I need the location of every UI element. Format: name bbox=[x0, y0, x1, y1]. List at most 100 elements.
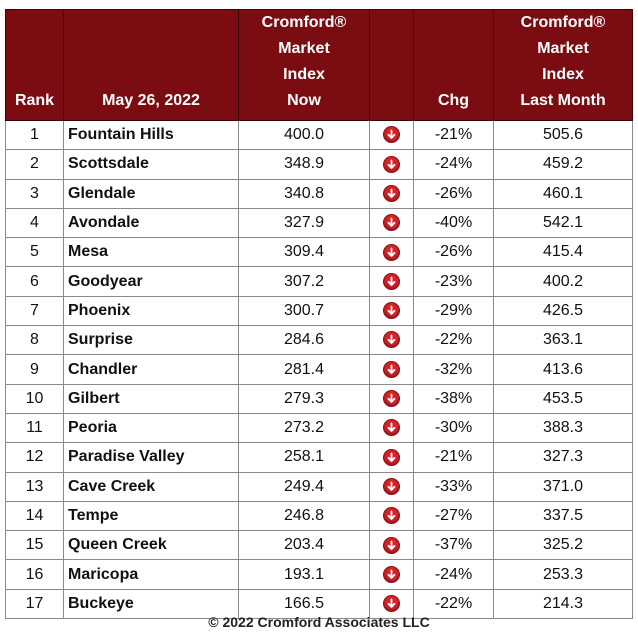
down-arrow-icon bbox=[383, 390, 400, 408]
change-cell: -26% bbox=[413, 178, 494, 209]
down-arrow-icon bbox=[383, 243, 400, 261]
index-last-month-cell: 371.0 bbox=[493, 471, 633, 502]
city-cell: Queen Creek bbox=[63, 530, 239, 561]
header-index-last-line: Market bbox=[537, 40, 589, 57]
city-cell: Surprise bbox=[63, 325, 239, 356]
index-last-month-cell: 542.1 bbox=[493, 207, 633, 239]
table-row: 17 Buckeye 166.5 -22% 214.3 bbox=[5, 588, 633, 620]
index-now-cell: 284.6 bbox=[238, 325, 370, 356]
rank-cell: 15 bbox=[5, 530, 64, 561]
city-cell: Gilbert bbox=[63, 383, 239, 414]
header-index-now-line: Index bbox=[283, 66, 325, 83]
city-cell: Mesa bbox=[63, 237, 239, 268]
down-arrow-icon bbox=[383, 360, 400, 378]
market-index-table-container: Rank May 26, 2022 Cromford® Market Index… bbox=[5, 9, 633, 620]
header-chg: Chg bbox=[413, 9, 494, 121]
rank-cell: 10 bbox=[5, 383, 64, 414]
index-now-cell: 246.8 bbox=[238, 500, 370, 532]
trend-cell bbox=[369, 588, 414, 620]
trend-cell bbox=[369, 237, 414, 268]
index-last-month-cell: 337.5 bbox=[493, 500, 633, 532]
index-now-cell: 300.7 bbox=[238, 295, 370, 327]
city-cell: Glendale bbox=[63, 178, 239, 209]
table-row: 6 Goodyear 307.2 -23% 400.2 bbox=[5, 266, 633, 297]
market-index-table: Rank May 26, 2022 Cromford® Market Index… bbox=[5, 9, 633, 620]
table-row: 1 Fountain Hills 400.0 -21% 505.6 bbox=[5, 119, 633, 151]
header-index-now-line: Cromford® bbox=[261, 14, 347, 31]
change-cell: -26% bbox=[413, 237, 494, 268]
index-last-month-cell: 214.3 bbox=[493, 588, 633, 620]
rank-cell: 13 bbox=[5, 471, 64, 502]
rank-cell: 2 bbox=[5, 149, 64, 180]
down-arrow-icon bbox=[383, 507, 400, 525]
index-last-month-cell: 363.1 bbox=[493, 325, 633, 356]
header-index-last-month: Cromford® Market Index Last Month bbox=[493, 9, 633, 121]
change-cell: -22% bbox=[413, 325, 494, 356]
table-body: 1 Fountain Hills 400.0 -21% 505.6 2 Scottsdale… bbox=[5, 119, 633, 620]
trend-cell bbox=[369, 354, 414, 385]
index-last-month-cell: 426.5 bbox=[493, 295, 633, 327]
index-last-month-cell: 459.2 bbox=[493, 149, 633, 180]
change-cell: -40% bbox=[413, 207, 494, 239]
index-now-cell: 327.9 bbox=[238, 207, 370, 239]
index-last-month-cell: 400.2 bbox=[493, 266, 633, 297]
table-row: 12 Paradise Valley 258.1 -21% 327.3 bbox=[5, 442, 633, 473]
index-now-cell: 193.1 bbox=[238, 559, 370, 590]
table-row: 8 Surprise 284.6 -22% 363.1 bbox=[5, 325, 633, 356]
down-arrow-icon bbox=[383, 331, 400, 349]
change-cell: -21% bbox=[413, 119, 494, 151]
trend-cell bbox=[369, 471, 414, 502]
rank-cell: 17 bbox=[5, 588, 64, 620]
header-index-last-line: Index bbox=[542, 66, 584, 83]
rank-cell: 14 bbox=[5, 500, 64, 532]
index-last-month-cell: 253.3 bbox=[493, 559, 633, 590]
trend-cell bbox=[369, 442, 414, 473]
index-now-cell: 203.4 bbox=[238, 530, 370, 561]
city-cell: Chandler bbox=[63, 354, 239, 385]
rank-cell: 4 bbox=[5, 207, 64, 239]
header-index-now: Cromford® Market Index Now bbox=[238, 9, 370, 121]
copyright-footer: © 2022 Cromford Associates LLC bbox=[208, 614, 430, 630]
trend-cell bbox=[369, 383, 414, 414]
trend-cell bbox=[369, 412, 414, 444]
header-index-now-line: Market bbox=[278, 40, 330, 57]
index-now-cell: 309.4 bbox=[238, 237, 370, 268]
down-arrow-icon bbox=[383, 536, 400, 554]
index-last-month-cell: 327.3 bbox=[493, 442, 633, 473]
index-last-month-cell: 460.1 bbox=[493, 178, 633, 209]
index-last-month-cell: 505.6 bbox=[493, 119, 633, 151]
change-cell: -27% bbox=[413, 500, 494, 532]
table-row: 14 Tempe 246.8 -27% 337.5 bbox=[5, 500, 633, 532]
trend-cell bbox=[369, 178, 414, 209]
down-arrow-icon bbox=[383, 448, 400, 466]
trend-cell bbox=[369, 559, 414, 590]
change-cell: -29% bbox=[413, 295, 494, 327]
index-last-month-cell: 388.3 bbox=[493, 412, 633, 444]
rank-cell: 7 bbox=[5, 295, 64, 327]
down-arrow-icon bbox=[383, 155, 400, 173]
change-cell: -38% bbox=[413, 383, 494, 414]
index-last-month-cell: 325.2 bbox=[493, 530, 633, 561]
down-arrow-icon bbox=[383, 272, 400, 290]
rank-cell: 12 bbox=[5, 442, 64, 473]
change-cell: -37% bbox=[413, 530, 494, 561]
index-now-cell: 307.2 bbox=[238, 266, 370, 297]
change-cell: -21% bbox=[413, 442, 494, 473]
city-cell: Peoria bbox=[63, 412, 239, 444]
trend-cell bbox=[369, 119, 414, 151]
table-row: 16 Maricopa 193.1 -24% 253.3 bbox=[5, 559, 633, 590]
down-arrow-icon bbox=[383, 565, 400, 583]
rank-cell: 5 bbox=[5, 237, 64, 268]
header-index-last-line: Cromford® bbox=[520, 14, 606, 31]
city-cell: Maricopa bbox=[63, 559, 239, 590]
index-now-cell: 348.9 bbox=[238, 149, 370, 180]
city-cell: Avondale bbox=[63, 207, 239, 239]
down-arrow-icon bbox=[383, 126, 400, 144]
header-index-last-line: Last Month bbox=[520, 92, 606, 109]
trend-cell bbox=[369, 530, 414, 561]
table-row: 5 Mesa 309.4 -26% 415.4 bbox=[5, 237, 633, 268]
index-last-month-cell: 415.4 bbox=[493, 237, 633, 268]
down-arrow-icon bbox=[383, 214, 400, 232]
table-row: 15 Queen Creek 203.4 -37% 325.2 bbox=[5, 530, 633, 561]
index-now-cell: 279.3 bbox=[238, 383, 370, 414]
